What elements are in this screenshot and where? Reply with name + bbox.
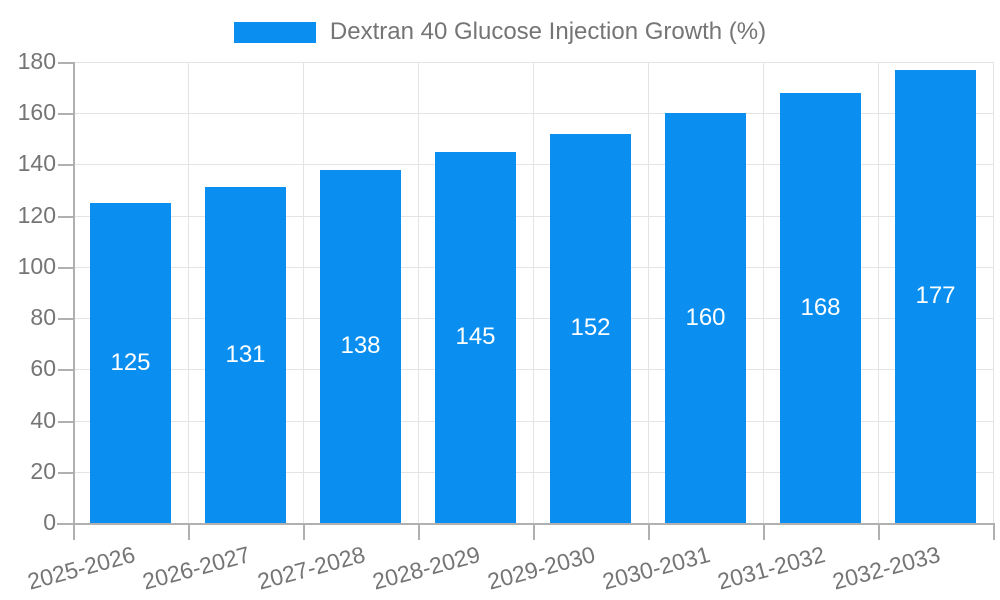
y-tick [58,113,73,116]
x-tick [878,523,880,540]
y-axis-line [73,62,75,540]
x-tick [993,523,995,540]
gridline-v [188,62,189,523]
y-tick-label: 60 [30,355,56,382]
bar[interactable] [205,187,286,523]
y-tick [58,266,73,269]
y-tick-label: 180 [17,47,56,74]
gridline-v [418,62,419,523]
gridline-v [648,62,649,523]
legend: Dextran 40 Glucose Injection Growth (%) [0,17,1000,47]
x-tick [188,523,190,540]
bar-value-label: 160 [685,304,726,332]
y-tick [58,420,73,423]
y-tick [58,318,73,321]
bar[interactable] [780,92,861,523]
x-axis-label: 2028-2029 [369,541,483,595]
bar-value-label: 131 [225,341,266,369]
x-axis-label: 2032-2033 [829,541,943,595]
y-tick-label: 80 [30,304,56,331]
gridline-v [763,62,764,523]
bar[interactable] [665,113,746,523]
x-axis-label: 2029-2030 [484,541,598,595]
bar-value-label: 177 [915,282,956,310]
y-tick [58,62,73,64]
bar[interactable] [435,151,516,523]
gridline-v [878,62,879,523]
bar[interactable] [320,169,401,523]
bar-value-label: 138 [340,332,381,360]
gridline-v [993,62,994,523]
x-axis-label: 2030-2031 [599,541,713,595]
y-tick-label: 120 [17,201,56,228]
y-tick-label: 20 [30,457,56,484]
y-tick-label: 140 [17,150,56,177]
x-axis-line [57,523,993,525]
y-tick-label: 0 [43,508,56,535]
bar-value-label: 125 [110,348,151,376]
x-tick [303,523,305,540]
x-tick [648,523,650,540]
legend-label: Dextran 40 Glucose Injection Growth (%) [329,18,767,45]
bar[interactable] [895,69,976,523]
y-tick [58,471,73,474]
y-tick [58,215,73,218]
legend-swatch [233,21,316,43]
y-tick [58,369,73,372]
x-tick [533,523,535,540]
y-tick-label: 100 [17,252,56,279]
y-tick-label: 40 [30,406,56,433]
x-axis-label: 2027-2028 [254,541,368,595]
y-tick [58,164,73,167]
bar-value-label: 152 [570,314,611,342]
x-axis-label: 2031-2032 [714,541,828,595]
bar[interactable] [550,133,631,523]
x-tick [763,523,765,540]
gridline-v [533,62,534,523]
legend-item[interactable]: Dextran 40 Glucose Injection Growth (%) [233,18,767,46]
bar-value-label: 168 [800,293,841,321]
x-tick [418,523,420,540]
y-tick-label: 160 [17,99,56,126]
x-axis-label: 2025-2026 [24,541,138,595]
gridline-v [303,62,304,523]
bar-value-label: 145 [455,323,496,351]
x-axis-label: 2026-2027 [139,541,253,595]
bar[interactable] [90,202,171,523]
